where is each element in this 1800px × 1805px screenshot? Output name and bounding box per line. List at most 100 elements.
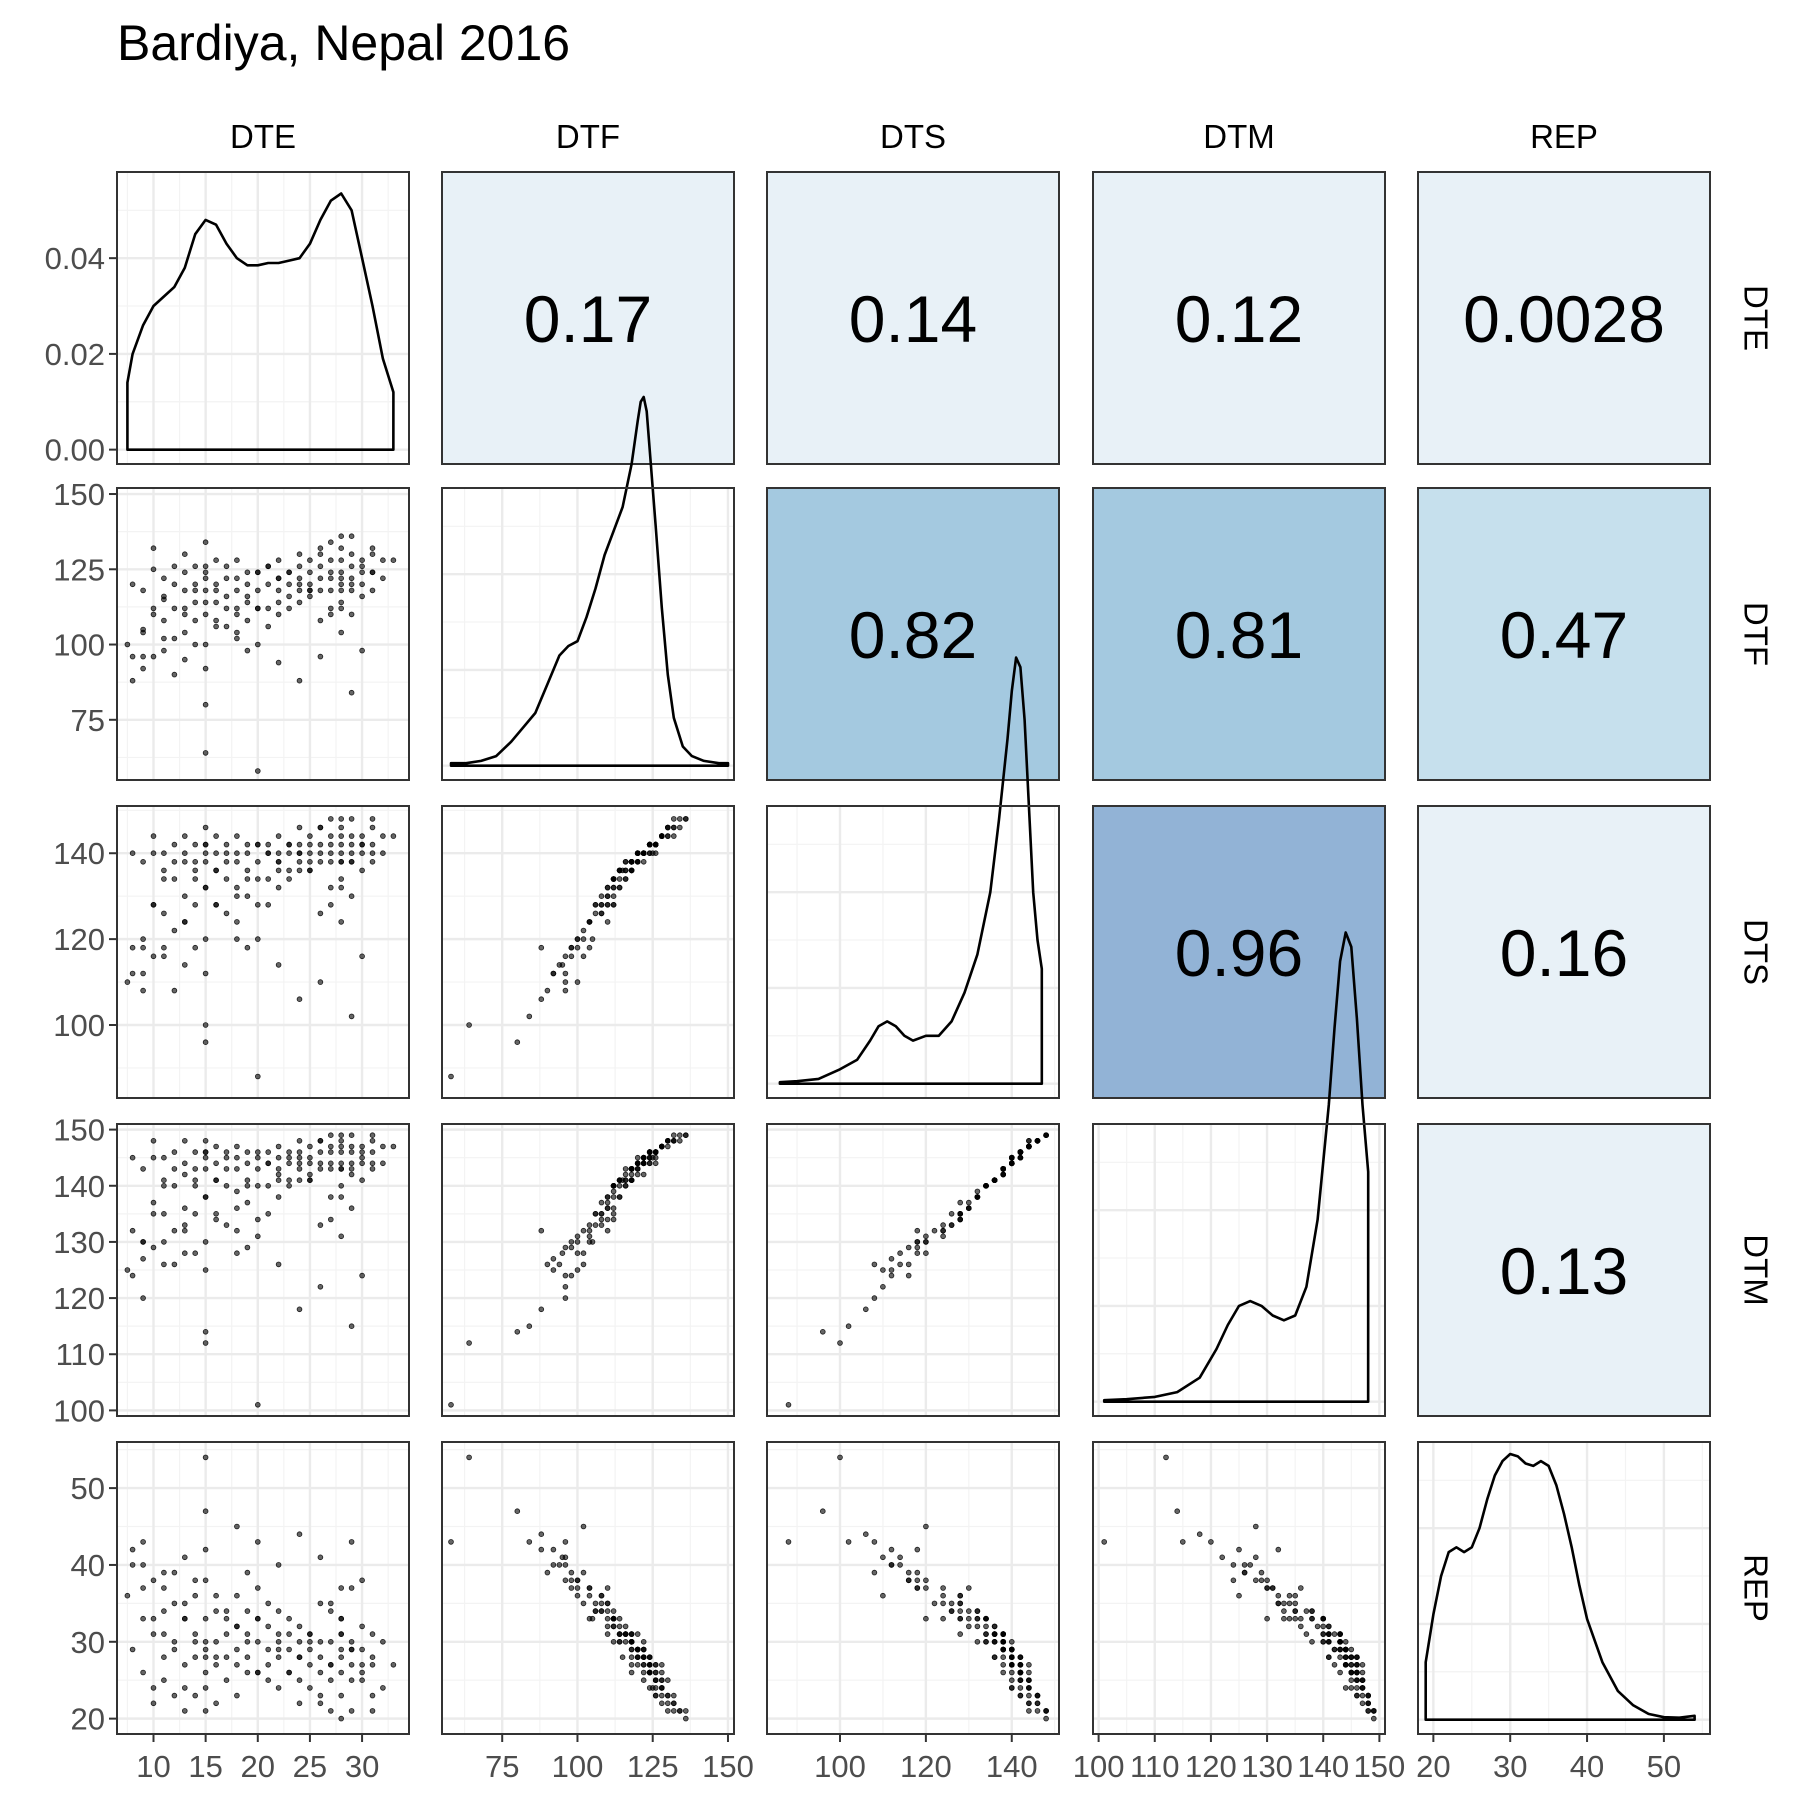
data-point	[317, 858, 324, 865]
data-point	[1008, 1160, 1015, 1167]
data-point	[234, 1662, 240, 1668]
data-point	[1264, 1585, 1270, 1591]
data-point	[880, 1592, 886, 1599]
data-point	[254, 1402, 261, 1408]
data-point	[286, 867, 292, 874]
data-point	[837, 1454, 843, 1461]
strip-label-dte: DTE	[230, 118, 296, 155]
data-point	[192, 1250, 199, 1256]
data-point	[254, 1585, 261, 1591]
data-point	[338, 1132, 345, 1138]
data-point	[296, 996, 303, 1002]
data-point	[317, 824, 324, 831]
data-point	[1359, 1700, 1366, 1707]
row-strip-label-rep: REP	[1737, 1554, 1774, 1622]
density-curve-dts	[778, 656, 1044, 1085]
data-point	[275, 1646, 282, 1653]
data-point	[348, 689, 355, 696]
data-point	[192, 1177, 199, 1183]
data-point	[307, 1143, 313, 1150]
data-point	[880, 1284, 886, 1290]
data-point	[223, 1608, 230, 1614]
data-point	[862, 1306, 869, 1313]
data-point	[338, 850, 345, 856]
data-point	[275, 1166, 282, 1172]
data-point	[616, 1194, 623, 1200]
data-point	[140, 1669, 146, 1676]
data-point	[359, 833, 365, 839]
data-point	[348, 1646, 355, 1653]
data-point	[192, 1149, 199, 1155]
data-point	[244, 1654, 251, 1660]
panel-dtf-dts-tile	[766, 487, 1060, 781]
data-point	[307, 587, 313, 594]
data-point	[586, 919, 593, 925]
data-point	[307, 850, 313, 856]
data-point	[1326, 1631, 1332, 1637]
corr-value-rep-dts: 0.16	[1500, 916, 1628, 990]
data-point	[646, 1662, 653, 1668]
data-point	[634, 1166, 641, 1172]
data-point	[369, 545, 376, 551]
data-point	[327, 575, 334, 582]
x-tick-label: 30	[1493, 1749, 1527, 1784]
data-point	[1034, 1138, 1041, 1144]
data-point	[940, 1233, 946, 1240]
data-point	[369, 1149, 376, 1155]
data-point	[254, 936, 261, 942]
data-point	[254, 1539, 261, 1545]
data-point	[307, 1639, 313, 1645]
data-point	[664, 833, 671, 839]
data-point	[369, 1662, 376, 1668]
data-point	[562, 987, 569, 994]
data-point	[905, 1261, 912, 1268]
panel-dte-dtm-tile	[1092, 171, 1386, 465]
data-point	[1281, 1615, 1287, 1622]
data-point	[1000, 1662, 1006, 1668]
data-point	[317, 850, 324, 856]
data-point	[348, 1013, 355, 1020]
data-point	[129, 850, 136, 856]
data-point	[923, 1585, 929, 1591]
data-point	[610, 901, 617, 908]
y-tick-label: 30	[71, 1625, 105, 1660]
panel-dts-dte-background	[117, 806, 409, 1098]
data-point	[234, 575, 240, 582]
data-point	[1026, 1138, 1032, 1144]
data-point	[202, 1546, 209, 1553]
data-point	[192, 901, 199, 908]
x-tick-label: 130	[1241, 1749, 1293, 1784]
data-point	[359, 867, 365, 874]
data-point	[348, 1205, 355, 1211]
data-point	[1337, 1639, 1343, 1645]
data-point	[150, 566, 157, 573]
data-point	[140, 944, 146, 951]
data-point	[223, 593, 230, 600]
data-point	[574, 1592, 581, 1599]
data-point	[234, 1250, 240, 1256]
data-point	[965, 1623, 972, 1630]
data-point	[161, 1211, 167, 1217]
data-point	[307, 858, 313, 865]
data-point	[140, 858, 146, 865]
data-point	[244, 1669, 251, 1676]
data-point	[628, 1631, 635, 1637]
data-point	[905, 1577, 912, 1584]
data-point	[171, 1569, 178, 1576]
data-point	[202, 1154, 209, 1161]
data-point	[317, 1669, 324, 1676]
data-point	[544, 1261, 551, 1268]
data-point	[150, 953, 157, 960]
panel-dtm-rep-tile	[1417, 1123, 1711, 1417]
data-point	[550, 970, 557, 977]
data-point	[871, 1261, 878, 1268]
data-point	[466, 1340, 472, 1346]
data-point	[192, 1639, 199, 1645]
data-point	[682, 1132, 689, 1138]
data-point	[586, 1222, 593, 1228]
data-point	[931, 1227, 938, 1234]
data-point	[275, 867, 282, 874]
data-point	[604, 1623, 611, 1630]
data-point	[369, 858, 376, 865]
data-point	[234, 936, 240, 942]
